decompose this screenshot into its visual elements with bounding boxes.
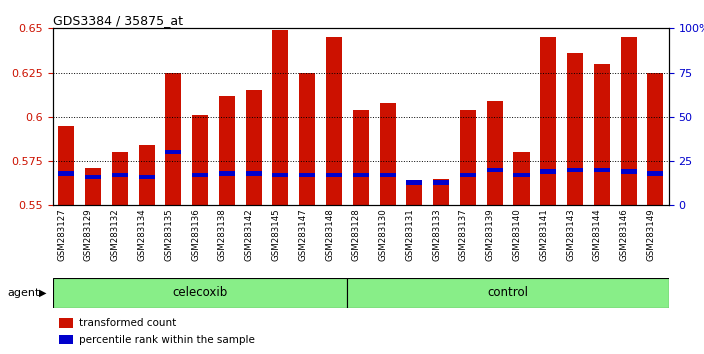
Bar <box>621 170 636 174</box>
Bar <box>593 168 610 172</box>
Bar <box>246 90 262 205</box>
Text: GSM283137: GSM283137 <box>459 208 468 261</box>
Bar <box>460 110 476 205</box>
Text: GSM283134: GSM283134 <box>137 208 146 261</box>
Bar <box>219 171 235 176</box>
Text: GSM283147: GSM283147 <box>298 208 307 261</box>
Text: GSM283146: GSM283146 <box>620 208 629 261</box>
Text: GSM283130: GSM283130 <box>379 208 388 261</box>
Text: GSM283139: GSM283139 <box>486 208 495 261</box>
Text: GSM283143: GSM283143 <box>566 208 575 261</box>
Bar <box>347 278 669 308</box>
Text: GSM283135: GSM283135 <box>164 208 173 261</box>
Bar <box>513 152 529 205</box>
Bar <box>59 335 73 344</box>
Text: GSM283128: GSM283128 <box>352 208 360 261</box>
Text: GSM283133: GSM283133 <box>432 208 441 261</box>
Bar <box>112 173 128 177</box>
Bar <box>272 30 289 205</box>
Bar <box>406 180 422 184</box>
Text: GSM283149: GSM283149 <box>646 208 655 261</box>
Bar <box>165 73 182 205</box>
Bar <box>621 37 636 205</box>
Text: control: control <box>488 286 529 299</box>
Text: GSM283136: GSM283136 <box>191 208 200 261</box>
Bar <box>353 110 369 205</box>
Bar <box>433 179 449 205</box>
Text: celecoxib: celecoxib <box>172 286 227 299</box>
Bar <box>540 37 556 205</box>
Text: GSM283131: GSM283131 <box>406 208 415 261</box>
Bar <box>299 173 315 177</box>
Bar <box>59 318 73 328</box>
Text: GDS3384 / 35875_at: GDS3384 / 35875_at <box>53 14 183 27</box>
Bar <box>486 101 503 205</box>
Bar <box>648 171 663 176</box>
Bar <box>460 173 476 177</box>
Bar <box>540 170 556 174</box>
Bar <box>165 150 182 154</box>
Bar <box>353 173 369 177</box>
Bar <box>58 171 74 176</box>
Bar <box>326 173 342 177</box>
Text: GSM283138: GSM283138 <box>218 208 227 261</box>
Text: percentile rank within the sample: percentile rank within the sample <box>79 335 255 344</box>
Text: GSM283144: GSM283144 <box>593 208 602 261</box>
Bar <box>326 37 342 205</box>
Text: GSM283141: GSM283141 <box>539 208 548 261</box>
Bar <box>219 96 235 205</box>
Bar <box>567 53 583 205</box>
Text: ▶: ▶ <box>39 288 46 298</box>
Text: GSM283148: GSM283148 <box>325 208 334 261</box>
Bar <box>139 175 155 179</box>
Text: GSM283127: GSM283127 <box>57 208 66 261</box>
Text: GSM283142: GSM283142 <box>245 208 253 261</box>
Bar <box>85 175 101 179</box>
Bar <box>192 115 208 205</box>
Text: GSM283140: GSM283140 <box>513 208 522 261</box>
Bar <box>567 168 583 172</box>
Text: GSM283145: GSM283145 <box>272 208 280 261</box>
Bar <box>112 152 128 205</box>
Bar <box>486 168 503 172</box>
Text: agent: agent <box>7 288 39 298</box>
Bar <box>406 184 422 205</box>
Text: transformed count: transformed count <box>79 318 176 328</box>
Bar <box>58 126 74 205</box>
Bar <box>299 73 315 205</box>
Bar <box>272 173 289 177</box>
Text: GSM283132: GSM283132 <box>111 208 120 261</box>
Bar <box>53 278 347 308</box>
Bar <box>648 73 663 205</box>
Bar <box>139 145 155 205</box>
Bar <box>85 168 101 205</box>
Bar <box>593 64 610 205</box>
Bar <box>433 180 449 184</box>
Bar <box>192 173 208 177</box>
Bar <box>379 103 396 205</box>
Bar <box>379 173 396 177</box>
Bar <box>513 173 529 177</box>
Bar <box>246 171 262 176</box>
Text: GSM283129: GSM283129 <box>84 208 93 261</box>
